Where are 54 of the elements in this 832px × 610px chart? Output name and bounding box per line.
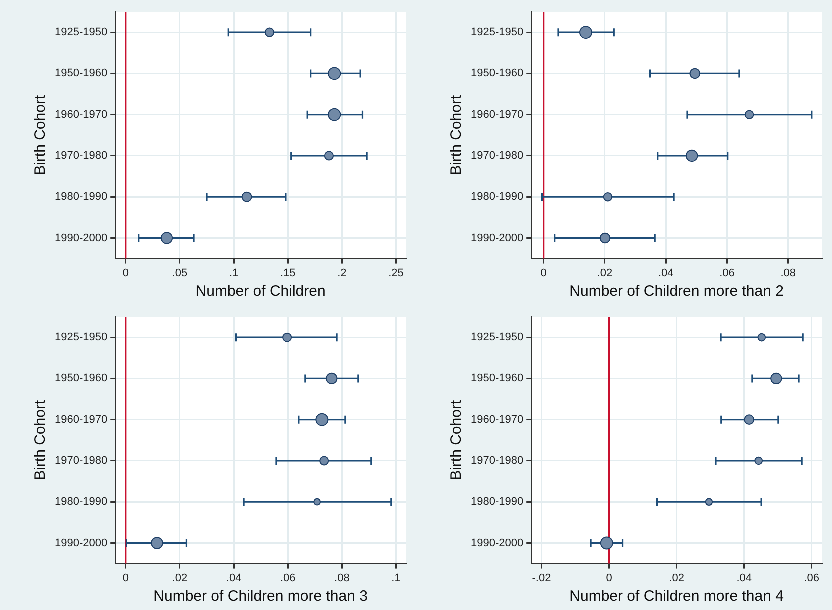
- y-tick-label: 1960-1970: [470, 108, 524, 121]
- x-tick-label: .1: [229, 267, 239, 280]
- x-tick-label: .15: [280, 267, 296, 280]
- x-tick-label: 0: [606, 572, 612, 584]
- y-tick-label: 1970-1980: [54, 455, 108, 467]
- y-tick-label: 1960-1970: [54, 414, 108, 426]
- y-tick-label: 1950-1960: [470, 372, 524, 385]
- x-tick-label: .06: [720, 267, 735, 280]
- y-tick-label: 1950-1960: [470, 68, 524, 80]
- y-axis-title: Birth Cohort: [448, 400, 466, 480]
- x-tick-label: 0: [122, 572, 129, 584]
- x-tick-label: .08: [780, 267, 796, 280]
- x-tick-label: .04: [658, 267, 674, 280]
- x-axis-title: Number of Children more than 2: [570, 283, 784, 300]
- x-tick-label: 0: [540, 267, 547, 280]
- y-tick-label: 1990-2000: [470, 537, 524, 550]
- y-tick-label: 1990-2000: [54, 537, 108, 550]
- y-tick-label: 1950-1960: [54, 68, 108, 80]
- x-tick-label: .1: [392, 572, 401, 584]
- y-tick-label: 1980-1990: [54, 496, 108, 508]
- y-tick-label: 1990-2000: [470, 232, 524, 244]
- y-axis-title: Birth Cohort: [32, 400, 50, 480]
- x-tick-label: .02: [172, 572, 188, 584]
- x-tick-label: .25: [388, 267, 404, 280]
- x-tick-label: .05: [172, 267, 188, 280]
- x-tick-label: .2: [338, 267, 347, 280]
- x-tick-label: .04: [226, 572, 242, 584]
- y-tick-label: 1970-1980: [54, 150, 108, 162]
- y-tick-label: 1970-1980: [470, 455, 524, 467]
- x-tick-label: .06: [804, 572, 820, 584]
- y-tick-label: 1925-1950: [470, 332, 524, 344]
- y-axis-title: Birth Cohort: [448, 94, 466, 176]
- y-tick-label: 1950-1960: [54, 372, 108, 385]
- x-axis-title: Number of Children more than 4: [570, 588, 784, 606]
- y-tick-label: 1925-1950: [54, 332, 108, 344]
- y-tick-label: 1980-1990: [470, 191, 524, 204]
- y-tick-label: 1960-1970: [470, 414, 524, 426]
- x-tick-label: .06: [280, 572, 296, 584]
- y-tick-label: 1970-1980: [470, 150, 524, 162]
- x-tick-label: .02: [669, 572, 684, 584]
- y-tick-label: 1990-2000: [54, 232, 108, 244]
- y-tick-label: 1960-1970: [54, 108, 108, 121]
- x-tick-label: 0: [122, 267, 129, 280]
- x-tick-label: -.02: [532, 572, 552, 584]
- x-tick-label: .04: [736, 572, 752, 584]
- x-tick-label: .02: [597, 267, 613, 280]
- y-tick-label: 1980-1990: [54, 191, 108, 204]
- x-tick-label: .08: [334, 572, 350, 584]
- x-axis-title: Number of Children: [196, 283, 326, 300]
- y-axis-title: Birth Cohort: [32, 94, 50, 176]
- y-tick-label: 1925-1950: [54, 26, 108, 39]
- x-axis-title: Number of Children more than 3: [154, 588, 368, 606]
- y-tick-label: 1980-1990: [470, 496, 524, 508]
- y-tick-label: 1925-1950: [470, 26, 524, 39]
